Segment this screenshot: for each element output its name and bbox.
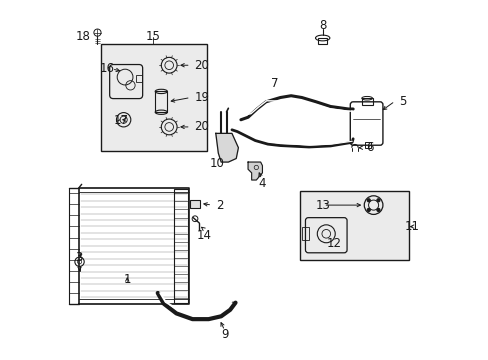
Text: 12: 12: [326, 237, 341, 250]
Text: 14: 14: [197, 229, 211, 242]
Polygon shape: [247, 162, 262, 180]
Bar: [302, 227, 308, 240]
Text: 15: 15: [145, 30, 160, 43]
Text: 4: 4: [258, 177, 265, 190]
Text: 13: 13: [315, 199, 330, 212]
Circle shape: [376, 199, 379, 202]
Circle shape: [366, 199, 369, 202]
Bar: [318, 38, 326, 44]
Bar: [155, 91, 167, 112]
Text: 5: 5: [398, 95, 405, 108]
Bar: [101, 44, 206, 151]
Text: 20: 20: [194, 121, 209, 134]
Text: 2: 2: [215, 199, 223, 212]
Text: 6: 6: [366, 141, 373, 154]
Text: 11: 11: [404, 220, 419, 233]
Text: 10: 10: [210, 157, 224, 170]
Bar: [136, 75, 142, 82]
Bar: [364, 142, 370, 148]
Text: 9: 9: [221, 328, 228, 341]
Text: 17: 17: [113, 114, 128, 127]
Bar: [190, 200, 200, 208]
Text: 3: 3: [75, 251, 82, 264]
Text: 19: 19: [194, 91, 209, 104]
Bar: [174, 189, 188, 303]
Text: 18: 18: [76, 30, 91, 43]
Circle shape: [366, 208, 369, 211]
Text: 7: 7: [271, 77, 278, 90]
Text: 8: 8: [319, 19, 326, 32]
Text: 20: 20: [194, 59, 209, 72]
Bar: [361, 98, 372, 105]
Text: 1: 1: [123, 273, 131, 286]
Polygon shape: [215, 134, 238, 162]
Circle shape: [376, 208, 379, 211]
Bar: [300, 191, 408, 260]
Text: 16: 16: [100, 62, 115, 75]
